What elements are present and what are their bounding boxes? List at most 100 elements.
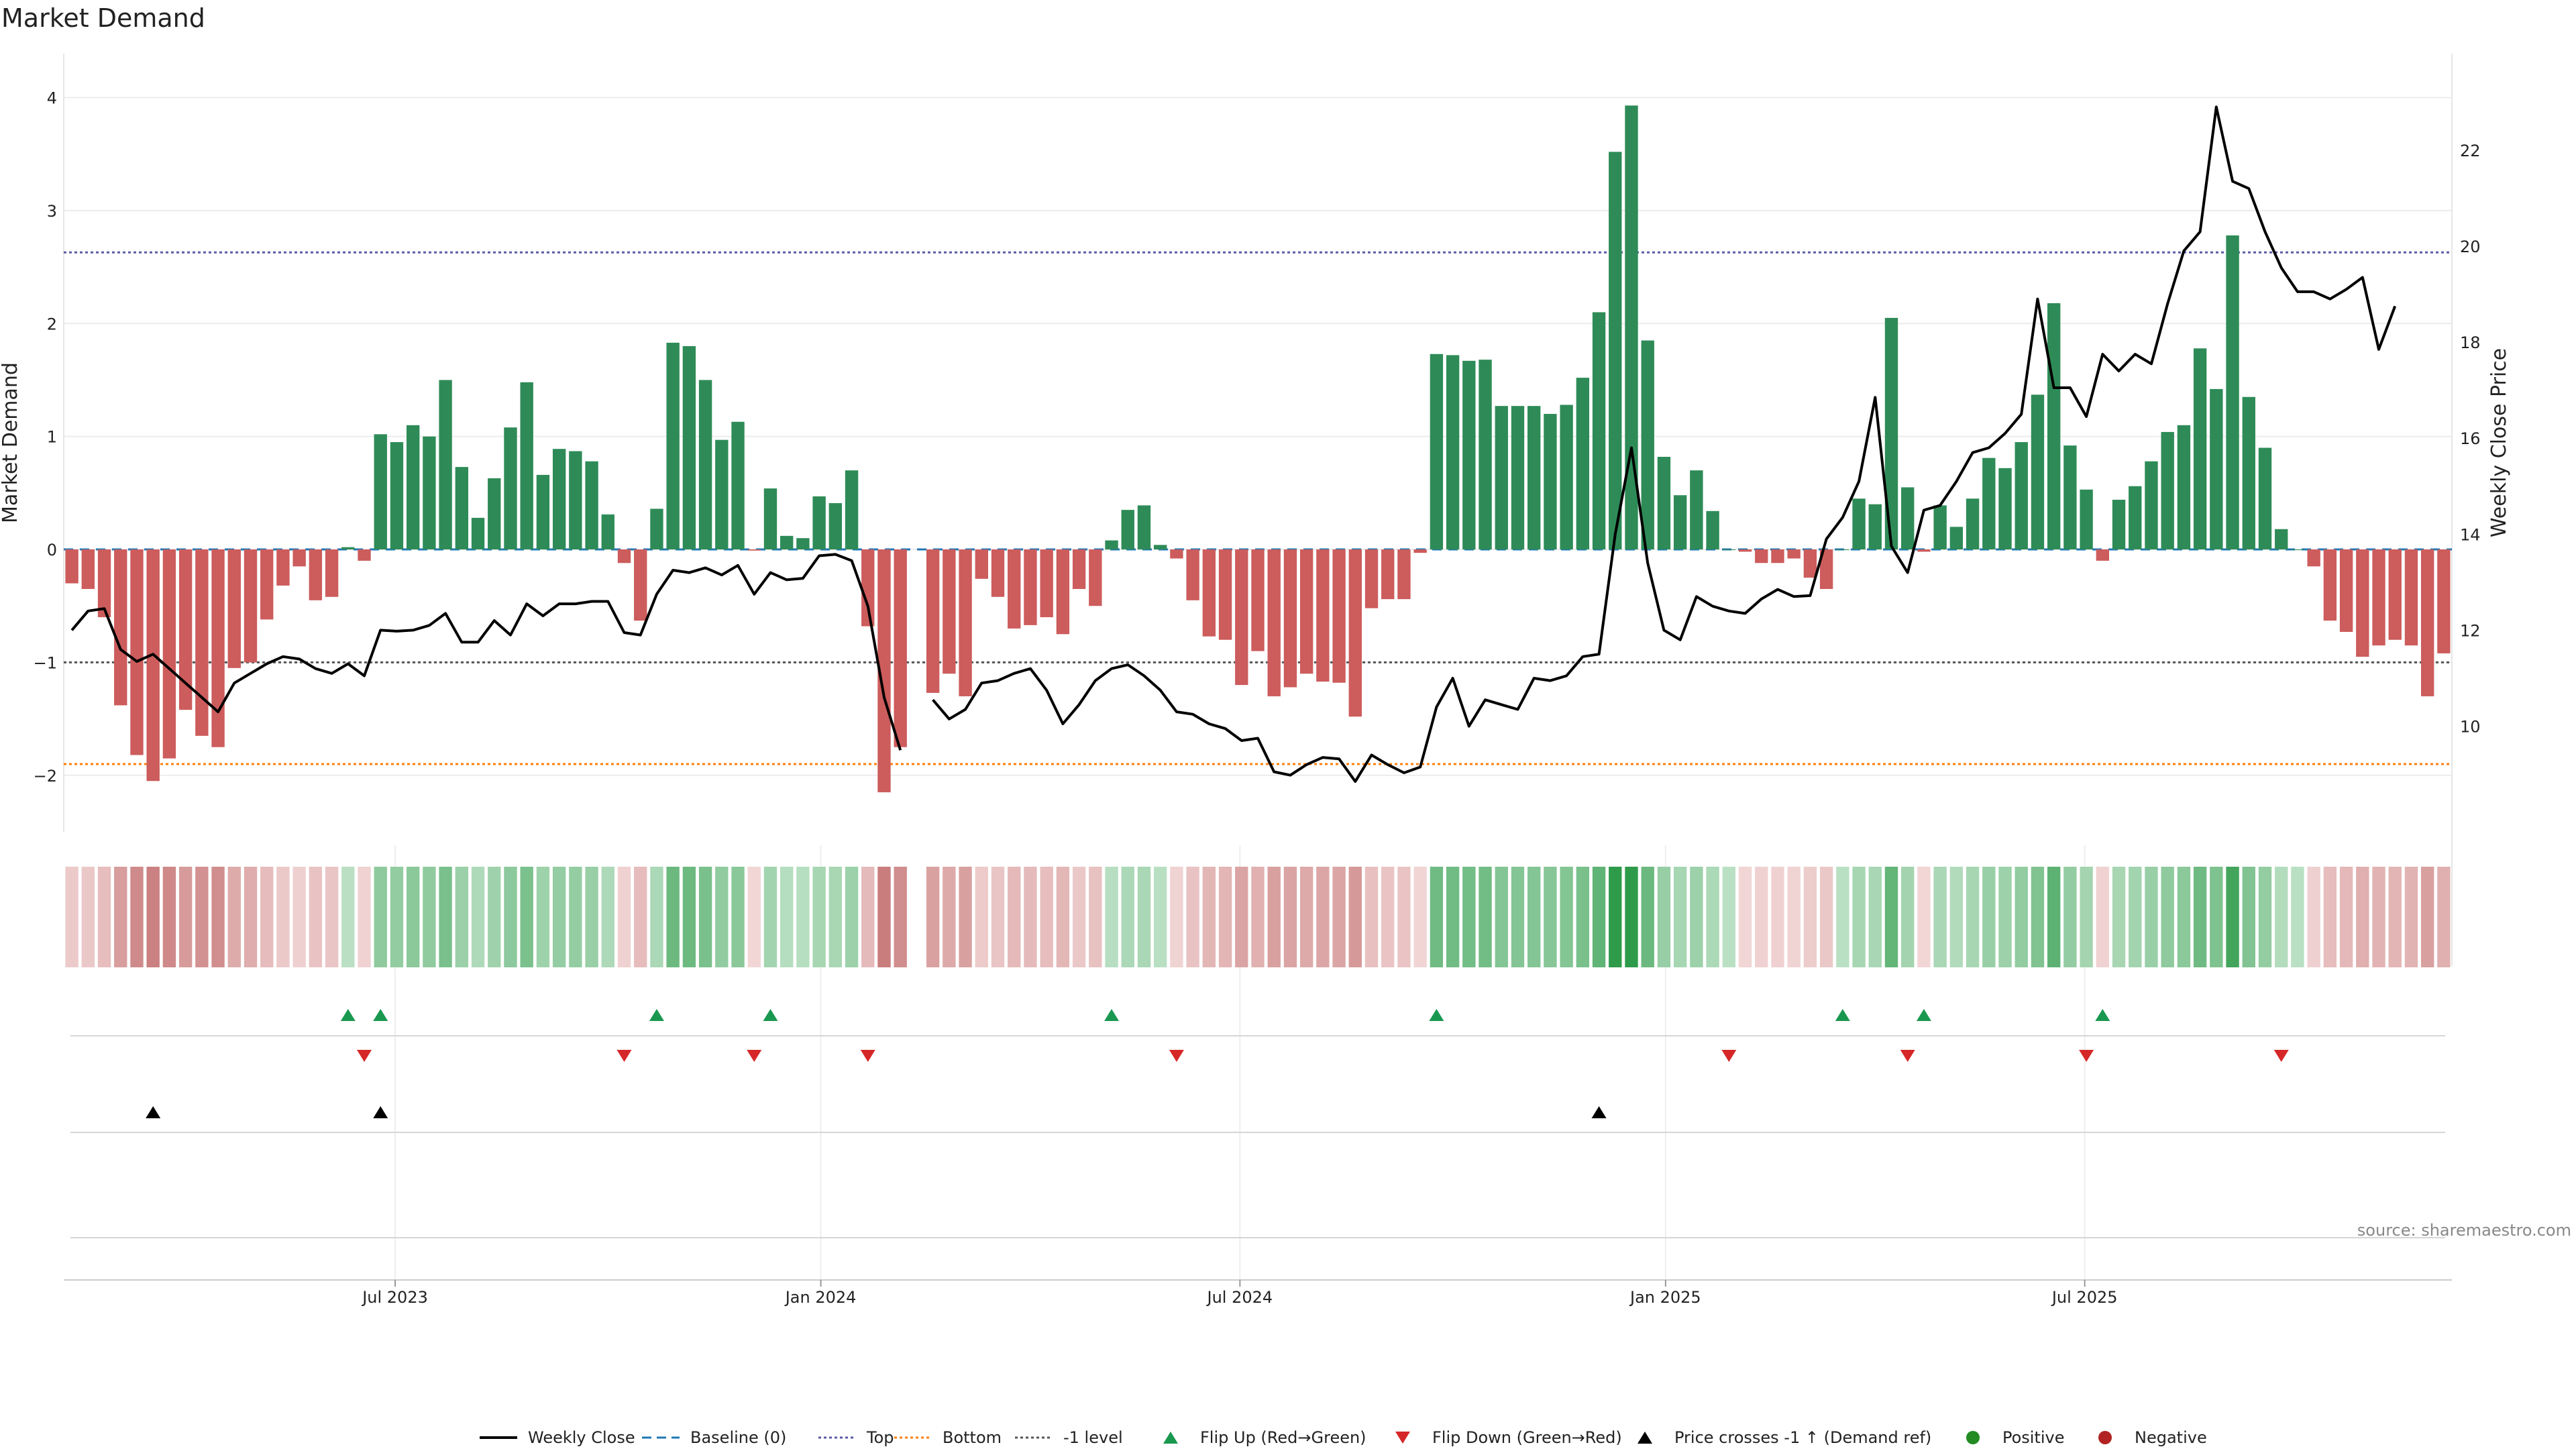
demand-bar bbox=[1722, 549, 1735, 551]
y2-tick-label: 10 bbox=[2460, 718, 2481, 737]
flip-up-marker bbox=[1916, 1009, 1931, 1021]
heat-cell bbox=[1917, 867, 1931, 967]
demand-bar bbox=[1170, 549, 1183, 559]
heat-cell bbox=[1771, 867, 1784, 967]
heat-cell bbox=[1235, 867, 1248, 967]
demand-bar bbox=[65, 549, 78, 584]
demand-bar bbox=[309, 549, 323, 600]
heat-cell bbox=[1625, 867, 1638, 967]
y-tick-label: 1 bbox=[47, 428, 57, 447]
y-axis-label: Market Demand bbox=[0, 362, 22, 523]
heat-cell bbox=[1008, 867, 1021, 967]
heat-cell bbox=[536, 867, 550, 967]
heat-cell bbox=[2161, 867, 2174, 967]
heat-cell bbox=[1283, 867, 1297, 967]
demand-bar bbox=[569, 451, 582, 550]
demand-bar bbox=[1998, 468, 2012, 550]
heat-cell bbox=[1381, 867, 1395, 967]
legend-swatch bbox=[1638, 1432, 1652, 1444]
flip-up-marker bbox=[373, 1009, 388, 1021]
y-tick-label: −1 bbox=[34, 653, 57, 672]
heat-cell bbox=[341, 867, 355, 967]
demand-bar bbox=[1186, 549, 1199, 600]
x-tick-label: Jan 2024 bbox=[784, 1288, 857, 1307]
demand-bar bbox=[975, 549, 988, 579]
demand-bar bbox=[2388, 549, 2402, 640]
demand-bar bbox=[1576, 378, 1590, 550]
demand-bar bbox=[1852, 498, 1866, 550]
demand-bar bbox=[1008, 549, 1021, 629]
y2-tick-label: 16 bbox=[2460, 429, 2481, 448]
demand-bar bbox=[374, 434, 387, 550]
demand-bar bbox=[1089, 549, 1102, 606]
flip-down-marker bbox=[747, 1050, 762, 1062]
heat-cell bbox=[2404, 867, 2418, 967]
demand-bar bbox=[1690, 470, 1703, 550]
demand-bar bbox=[1609, 152, 1622, 550]
flip-up-marker bbox=[1429, 1009, 1444, 1021]
demand-bar bbox=[1105, 540, 1118, 550]
demand-bar bbox=[845, 470, 859, 550]
demand-bar bbox=[894, 549, 907, 747]
demand-bar bbox=[114, 549, 127, 706]
heat-cell bbox=[1056, 867, 1070, 967]
heat-cell bbox=[1348, 867, 1362, 967]
y2-tick-label: 20 bbox=[2460, 237, 2481, 256]
heat-cell bbox=[81, 867, 95, 967]
demand-bar bbox=[1121, 510, 1134, 550]
heat-cell bbox=[260, 867, 274, 967]
heat-cell bbox=[1966, 867, 1980, 967]
legend-item: Weekly Close bbox=[480, 1428, 635, 1447]
heat-cell bbox=[1690, 867, 1703, 967]
flip-down-marker bbox=[2079, 1050, 2094, 1062]
heat-cell bbox=[796, 867, 810, 967]
heat-cell bbox=[1998, 867, 2012, 967]
grid bbox=[63, 54, 2453, 1281]
legend-label: Baseline (0) bbox=[690, 1428, 786, 1447]
demand-bar bbox=[1819, 549, 1833, 589]
demand-bar bbox=[520, 382, 533, 550]
flip-down-marker bbox=[1721, 1050, 1737, 1062]
demand-bar bbox=[2031, 394, 2045, 550]
heat-cell bbox=[2096, 867, 2110, 967]
heat-cell bbox=[2063, 867, 2077, 967]
heat-cell bbox=[1154, 867, 1167, 967]
heat-cell bbox=[1121, 867, 1134, 967]
heat-cell bbox=[244, 867, 258, 967]
heat-cell bbox=[1218, 867, 1232, 967]
demand-bar bbox=[1462, 360, 1476, 550]
heat-cell bbox=[682, 867, 696, 967]
demand-bar bbox=[650, 508, 663, 550]
heat-cell bbox=[617, 867, 631, 967]
heat-cell bbox=[1495, 867, 1508, 967]
demand-bar bbox=[423, 436, 436, 550]
demand-bar bbox=[2096, 549, 2110, 561]
demand-bar bbox=[1738, 549, 1752, 552]
heat-cell bbox=[975, 867, 988, 967]
heat-cell bbox=[2015, 867, 2028, 967]
heat-cell bbox=[471, 867, 485, 967]
chart-title: Market Demand bbox=[1, 3, 205, 33]
demand-bar bbox=[634, 549, 647, 621]
y2-tick-label: 18 bbox=[2460, 333, 2481, 352]
heat-cell bbox=[991, 867, 1005, 967]
demand-bar bbox=[1641, 340, 1654, 550]
demand-bar bbox=[2437, 549, 2451, 653]
demand-bar bbox=[390, 442, 404, 550]
heat-cell bbox=[2226, 867, 2239, 967]
heat-cell bbox=[812, 867, 826, 967]
heat-cell bbox=[1609, 867, 1622, 967]
demand-bar bbox=[1218, 549, 1232, 640]
demand-bar bbox=[1430, 354, 1444, 550]
demand-bar bbox=[504, 427, 517, 550]
legend-label: Top bbox=[866, 1428, 894, 1447]
legend-item: Negative bbox=[2098, 1428, 2207, 1447]
heat-cell bbox=[1105, 867, 1118, 967]
demand-bar bbox=[2275, 529, 2288, 550]
demand-bar bbox=[130, 549, 144, 755]
legend-item: Price crosses -1 ↑ (Demand ref) bbox=[1638, 1428, 1931, 1447]
price-cross-marker bbox=[373, 1106, 388, 1118]
heat-cell bbox=[1089, 867, 1102, 967]
flip-up-marker bbox=[2095, 1009, 2110, 1021]
demand-bar bbox=[2356, 549, 2369, 657]
